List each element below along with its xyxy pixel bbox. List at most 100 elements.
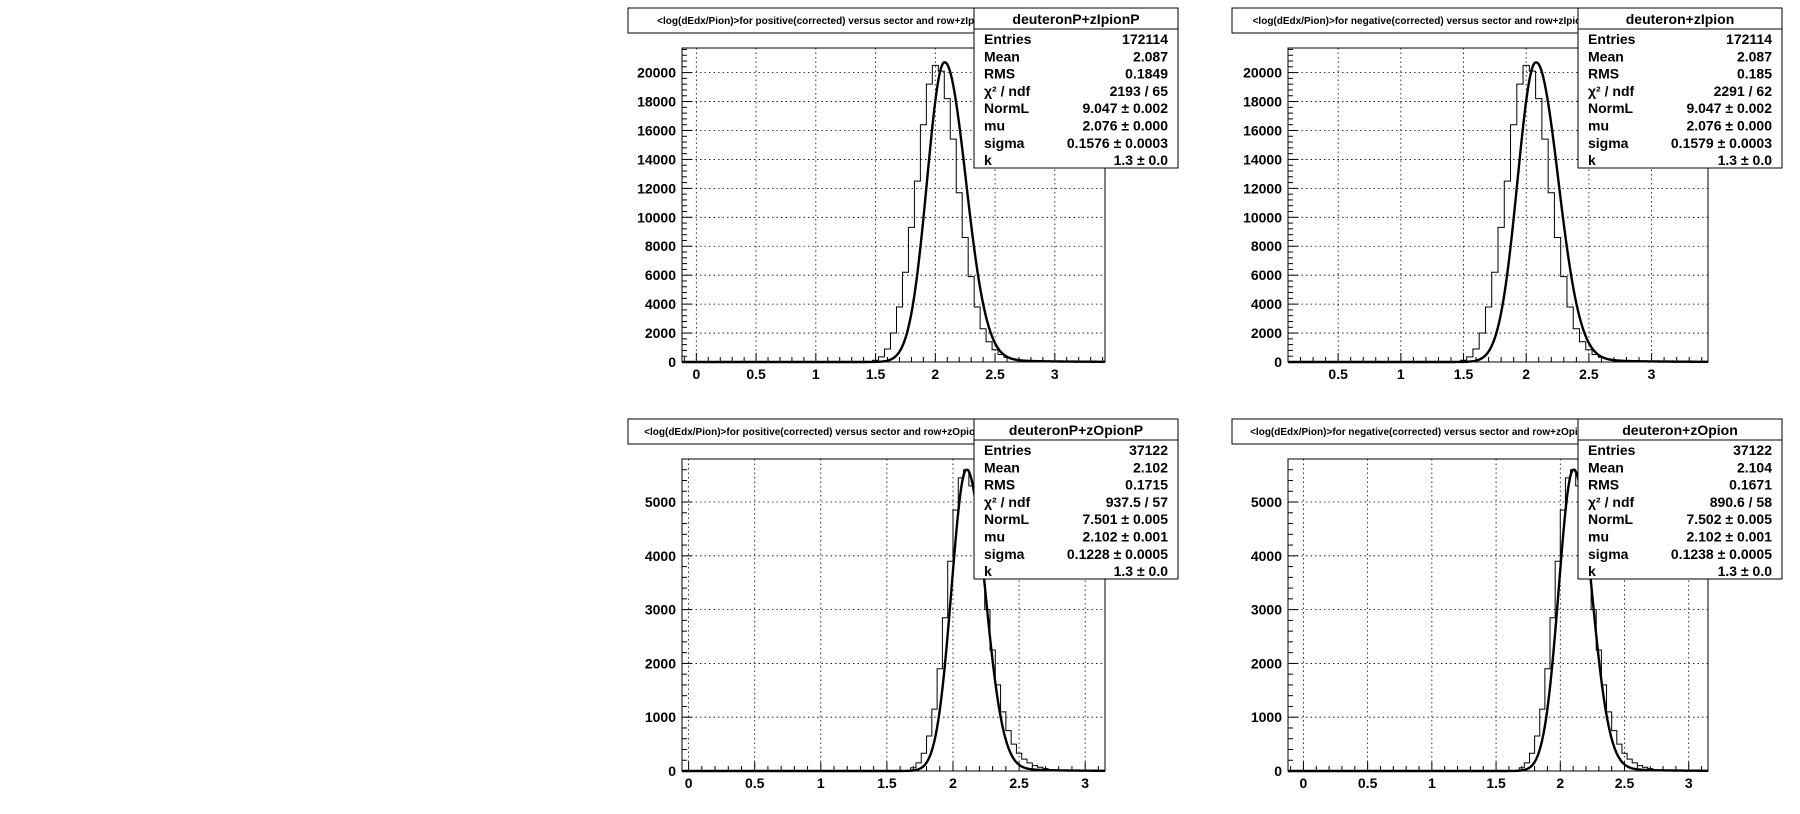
stats-box bbox=[973, 7, 1179, 169]
stats-value: 2193 / 65 bbox=[1110, 83, 1169, 99]
stats-label: NormL bbox=[1588, 100, 1634, 116]
fit-curve bbox=[682, 61, 1105, 364]
y-tick-label: 3000 bbox=[1251, 602, 1282, 618]
x-tick-label: 0.5 bbox=[1328, 366, 1348, 382]
x-tick-label: 1.5 bbox=[1486, 775, 1506, 791]
x-axis bbox=[683, 353, 1104, 362]
histogram-panel: 0 0.5 1 1.5 2 2.5 3 0 1000 2000 3000 4000 5000 <log(d… bbox=[627, 418, 1179, 791]
y-tick-label: 16000 bbox=[637, 122, 676, 138]
y-tick-label: 10000 bbox=[1243, 209, 1282, 225]
stats-value: 172114 bbox=[1122, 31, 1168, 47]
x-tick-label: 1 bbox=[1397, 366, 1405, 382]
x-tick-label: 2 bbox=[1556, 775, 1564, 791]
stats-value: 2.087 bbox=[1133, 48, 1168, 64]
stats-value: 2.076 ± 0.000 bbox=[1686, 118, 1772, 134]
y-tick-label: 4000 bbox=[1251, 548, 1282, 564]
y-tick-label: 18000 bbox=[637, 94, 676, 110]
x-tick-label: 3 bbox=[1081, 775, 1089, 791]
x-tick-label: 1 bbox=[817, 775, 825, 791]
histogram-title: <log(dEdx/Pion)>for positive(corrected) … bbox=[657, 16, 996, 27]
histogram-panel: 0 0.5 1 1.5 2 2.5 3 0 2000 4000 6000 8000 10000 12000… bbox=[627, 7, 1179, 382]
y-tick-label: 14000 bbox=[637, 151, 676, 167]
y-tick-label: 5000 bbox=[645, 494, 676, 510]
stats-header: deuteronP+zOpionP bbox=[1009, 422, 1143, 438]
stats-label: mu bbox=[984, 118, 1005, 134]
stats-value: 7.502 ± 0.005 bbox=[1686, 511, 1772, 527]
stats-label: Entries bbox=[984, 442, 1032, 458]
stats-value: 1.3 ± 0.0 bbox=[1718, 152, 1773, 168]
y-tick-label: 6000 bbox=[1251, 267, 1282, 283]
y-tick-label: 4000 bbox=[645, 548, 676, 564]
stats-value: 2.102 ± 0.001 bbox=[1082, 529, 1168, 545]
stats-value: 0.1671 bbox=[1729, 477, 1772, 493]
x-tick-label: 2 bbox=[1522, 366, 1530, 382]
stats-label: RMS bbox=[1588, 477, 1619, 493]
y-tick-label: 2000 bbox=[1251, 655, 1282, 671]
stats-value: 1.3 ± 0.0 bbox=[1114, 563, 1169, 579]
stats-box bbox=[1577, 7, 1783, 169]
stats-label: RMS bbox=[984, 477, 1015, 493]
y-tick-label: 18000 bbox=[1243, 94, 1282, 110]
stats-box bbox=[1577, 418, 1783, 580]
y-tick-label: 16000 bbox=[1243, 122, 1282, 138]
stats-value: 0.1715 bbox=[1125, 477, 1168, 493]
stats-label: sigma bbox=[1588, 135, 1629, 151]
y-tick-label: 14000 bbox=[1243, 151, 1282, 167]
stats-value: 890.6 / 58 bbox=[1710, 494, 1772, 510]
stats-label: χ² / ndf bbox=[1588, 83, 1634, 99]
y-tick-label: 8000 bbox=[645, 238, 676, 254]
stats-label: χ² / ndf bbox=[984, 494, 1030, 510]
stats-value: 2.104 bbox=[1737, 459, 1772, 475]
x-tick-label: 3 bbox=[1685, 775, 1693, 791]
x-tick-label: 1.5 bbox=[877, 775, 897, 791]
histogram-panel: 0 0.5 1 1.5 2 2.5 3 0 1000 2000 3000 4000 5000 <log(d… bbox=[1231, 418, 1783, 791]
stats-label: sigma bbox=[984, 546, 1025, 562]
y-tick-label: 20000 bbox=[1243, 65, 1282, 81]
stats-label: χ² / ndf bbox=[984, 83, 1030, 99]
grid bbox=[1288, 48, 1708, 363]
stats-header: deuteronP+zIpionP bbox=[1012, 11, 1139, 27]
stats-label: mu bbox=[1588, 118, 1609, 134]
histogram-title: <log(dEdx/Pion)>for negative(corrected) … bbox=[1253, 16, 1588, 27]
fit-curve bbox=[682, 468, 1105, 773]
x-tick-label: 0 bbox=[1300, 775, 1308, 791]
stats-header: deuteron+zIpion bbox=[1626, 11, 1735, 27]
stats-label: mu bbox=[984, 529, 1005, 545]
x-tick-label: 2.5 bbox=[1009, 775, 1029, 791]
y-tick-label: 20000 bbox=[637, 65, 676, 81]
stats-label: sigma bbox=[1588, 546, 1629, 562]
y-tick-label: 5000 bbox=[1251, 494, 1282, 510]
fit-curve bbox=[1288, 468, 1709, 773]
x-tick-label: 2 bbox=[931, 366, 939, 382]
stats-label: k bbox=[1588, 152, 1596, 168]
stats-label: RMS bbox=[984, 66, 1015, 82]
x-tick-label: 0.5 bbox=[745, 775, 765, 791]
stats-box bbox=[973, 418, 1179, 580]
stats-value: 37122 bbox=[1129, 442, 1168, 458]
y-tick-label: 0 bbox=[1274, 763, 1282, 779]
stats-label: NormL bbox=[984, 100, 1030, 116]
fit-curve bbox=[1288, 61, 1709, 364]
x-tick-label: 1 bbox=[1428, 775, 1436, 791]
title-box bbox=[627, 7, 1026, 34]
x-tick-label: 1.5 bbox=[866, 366, 886, 382]
y-tick-label: 12000 bbox=[637, 180, 676, 196]
stats-label: k bbox=[984, 563, 992, 579]
stats-label: k bbox=[984, 152, 992, 168]
y-tick-label: 0 bbox=[668, 354, 676, 370]
stats-value: 0.185 bbox=[1737, 66, 1772, 82]
y-tick-label: 10000 bbox=[637, 209, 676, 225]
stats-label: NormL bbox=[984, 511, 1030, 527]
stats-label: RMS bbox=[1588, 66, 1619, 82]
stats-value: 7.501 ± 0.005 bbox=[1082, 511, 1168, 527]
x-tick-label: 3 bbox=[1648, 366, 1656, 382]
x-tick-label: 3 bbox=[1051, 366, 1059, 382]
x-tick-label: 2 bbox=[949, 775, 957, 791]
stats-value: 172114 bbox=[1726, 31, 1772, 47]
histogram-title: <log(dEdx/Pion)>for negative(corrected) … bbox=[1250, 427, 1590, 438]
y-tick-label: 8000 bbox=[1251, 238, 1282, 254]
x-axis bbox=[688, 762, 1099, 771]
stats-value: 1.3 ± 0.0 bbox=[1718, 563, 1773, 579]
y-tick-label: 6000 bbox=[645, 267, 676, 283]
